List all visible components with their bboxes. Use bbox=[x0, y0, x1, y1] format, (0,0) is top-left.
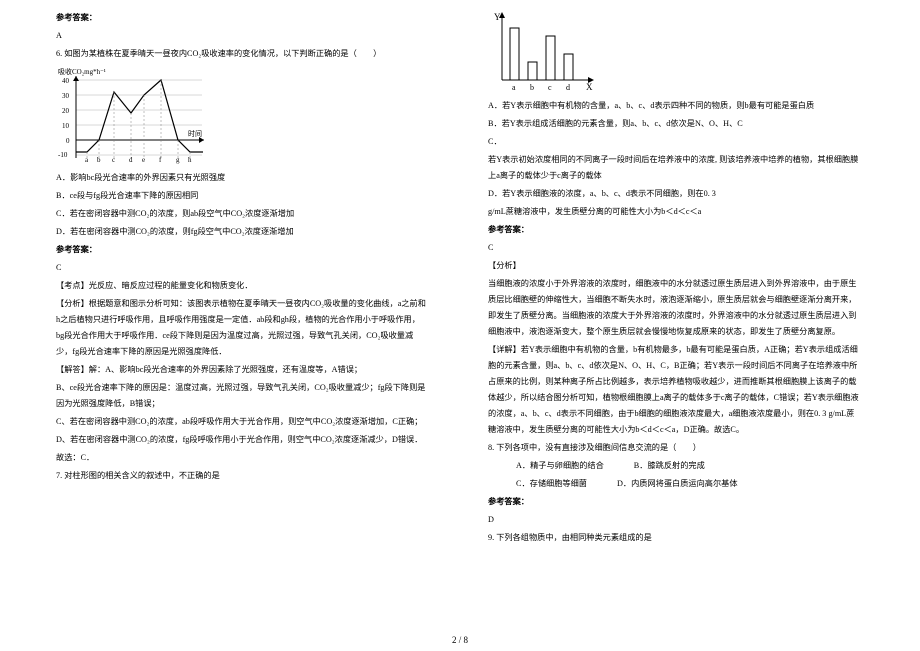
svg-text:d: d bbox=[566, 83, 570, 92]
question-8: 8. 下列各项中，没有直接涉及细胞间信息交流的是（ ） bbox=[488, 440, 862, 456]
answer-6: C bbox=[56, 260, 428, 276]
q7-option-b: B．若Y表示组成活细胞的元素含量，则a、b、c、d依次是N、O、H、C bbox=[488, 116, 862, 132]
fenxi-7: 当细胞液的浓度小于外界溶液的浓度时，细胞液中的水分就透过原生质层进入到外界溶液中… bbox=[488, 276, 862, 340]
answer-label-7: 参考答案： bbox=[488, 222, 862, 238]
svg-text:吸收CO₂mg*h⁻¹: 吸收CO₂mg*h⁻¹ bbox=[58, 67, 106, 76]
svg-text:30: 30 bbox=[62, 92, 70, 100]
svg-text:0: 0 bbox=[66, 137, 70, 145]
jieda-a: 【解答】解：A、影响bc段光合速率的外界因素除了光照强度，还有温度等，A错误； bbox=[56, 362, 428, 378]
q6-option-a: A．影响bc段光合速率的外界因素只有光照强度 bbox=[56, 170, 428, 186]
q6-option-c: C．若在密闭容器中测CO₂的浓度，则ab段空气中CO₂浓度逐渐增加 bbox=[56, 206, 428, 222]
svg-text:Y: Y bbox=[494, 12, 501, 22]
q8-option-a: A．精子与卵细胞的结合 bbox=[516, 458, 604, 474]
q7-option-c: 若Y表示初始浓度相同的不同离子一段时间后在培养液中的浓度, 则该培养液中培养的植… bbox=[488, 152, 862, 184]
answer-8: D bbox=[488, 512, 862, 528]
svg-text:时间: 时间 bbox=[188, 129, 202, 138]
q8-option-d: D．内质网将蛋白质运向高尔基体 bbox=[617, 476, 738, 492]
xiangjie-body: 若Y表示细胞中有机物的含量，b有机物最多，b最有可能是蛋白质，A正确；若Y表示组… bbox=[488, 345, 859, 434]
left-column: 参考答案： A 6. 如图为某植株在夏季晴天一昼夜内CO₂吸收速率的变化情况，以… bbox=[0, 10, 460, 627]
svg-text:c: c bbox=[112, 156, 115, 164]
svg-text:20: 20 bbox=[62, 107, 70, 115]
svg-text:-10: -10 bbox=[58, 151, 68, 159]
svg-text:X: X bbox=[586, 82, 593, 92]
answer-label: 参考答案： bbox=[56, 10, 428, 26]
co2-line-chart: 吸收CO₂mg*h⁻¹ 40 30 20 bbox=[56, 66, 206, 164]
fenxi-6: 【分析】根据题意和图示分析可知：该图表示植物在夏季晴天一昼夜内CO₂吸收量的变化… bbox=[56, 296, 428, 360]
svg-text:10: 10 bbox=[62, 122, 70, 130]
q7-option-d2: g/mL蔗糖溶液中，发生质壁分离的可能性大小为b＜d＜c＜a bbox=[488, 204, 862, 220]
question-6: 6. 如图为某植株在夏季晴天一昼夜内CO₂吸收速率的变化情况，以下判断正确的是（… bbox=[56, 46, 428, 62]
page-number: 2 / 8 bbox=[452, 635, 468, 645]
svg-text:b: b bbox=[530, 83, 534, 92]
svg-text:c: c bbox=[548, 83, 552, 92]
kaodian: 【考点】光反应、暗反应过程的能量变化和物质变化． bbox=[56, 278, 428, 294]
question-9: 9. 下列各组物质中，由相同种类元素组成的是 bbox=[488, 530, 862, 546]
jieda-c: C、若在密闭容器中测CO₂的浓度，ab段呼吸作用大于光合作用，则空气中CO₂浓度… bbox=[56, 414, 428, 430]
jieda-b: B、ce段光合速率下降的原因是：温度过高，光照过强，导致气孔关闭，CO₂吸收量减… bbox=[56, 380, 428, 412]
jieda-d: D、若在密闭容器中测CO₂的浓度，fg段呼吸作用小于光合作用，则空气中CO₂浓度… bbox=[56, 432, 428, 448]
xiangjie-label: 【详解】 bbox=[488, 345, 521, 354]
page: 参考答案： A 6. 如图为某植株在夏季晴天一昼夜内CO₂吸收速率的变化情况，以… bbox=[0, 0, 920, 651]
q8-opts-row2: C．存储细胞等细菌 D．内质网将蛋白质运向高尔基体 bbox=[488, 476, 862, 492]
answer-7: C bbox=[488, 240, 862, 256]
fenxi-label: 【分析】 bbox=[488, 258, 862, 274]
svg-text:a: a bbox=[512, 83, 516, 92]
svg-text:e: e bbox=[142, 156, 145, 164]
q6-option-b: B．ce段与fg段光合速率下降的原因相同 bbox=[56, 188, 428, 204]
q8-opts-row1: A．精子与卵细胞的结合 B．膝跳反射的完成 bbox=[488, 458, 862, 474]
answer-label-8: 参考答案： bbox=[488, 494, 862, 510]
bar-chart: Y X a b c d bbox=[488, 10, 598, 94]
question-7: 7. 对柱形图的相关含义的叙述中，不正确的是 bbox=[56, 468, 428, 484]
q8-option-c: C．存储细胞等细菌 bbox=[516, 476, 587, 492]
right-column: Y X a b c d A．若Y表示细胞中有机物的含量，a、b、c、d表示四种不… bbox=[460, 10, 920, 627]
q7-option-d: D．若Y表示细胞液的浓度，a、b、c、d表示不同细胞，则在0. 3 bbox=[488, 186, 862, 202]
q6-option-d: D．若在密闭容器中测CO₂的浓度，则fg段空气中CO₂浓度逐渐增加 bbox=[56, 224, 428, 240]
xiangjie: 【详解】若Y表示细胞中有机物的含量，b有机物最多，b最有可能是蛋白质，A正确；若… bbox=[488, 342, 862, 438]
q8-option-b: B．膝跳反射的完成 bbox=[634, 458, 705, 474]
guxuan: 故选：C． bbox=[56, 450, 428, 466]
answer-label-6: 参考答案： bbox=[56, 242, 428, 258]
svg-text:40: 40 bbox=[62, 77, 70, 85]
answer-5: A bbox=[56, 28, 428, 44]
q7-option-a: A．若Y表示细胞中有机物的含量，a、b、c、d表示四种不同的物质，则b最有可能是… bbox=[488, 98, 862, 114]
q7-option-c-pre: C． bbox=[488, 134, 862, 150]
